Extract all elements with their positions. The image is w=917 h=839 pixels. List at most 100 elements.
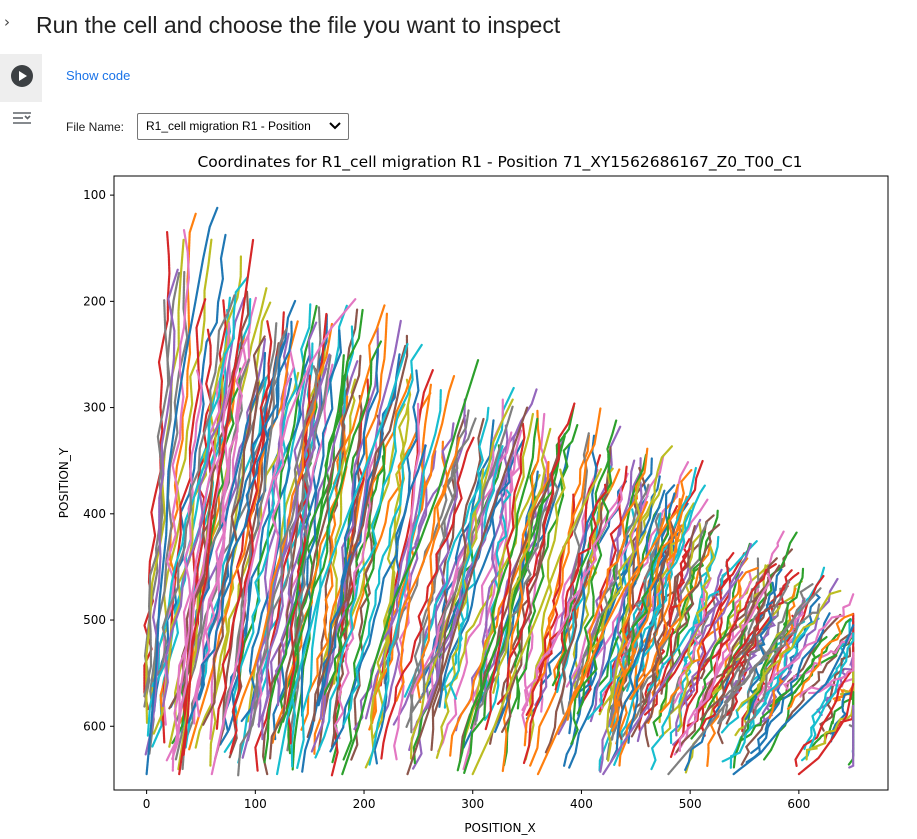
track-line — [673, 576, 712, 704]
track-line — [525, 483, 608, 716]
track-line — [317, 348, 379, 707]
track-line — [380, 436, 475, 760]
track-line — [152, 294, 236, 682]
track-line — [744, 581, 777, 721]
track-line — [171, 369, 203, 772]
track-line — [819, 641, 852, 732]
track-line — [529, 468, 621, 767]
track-line — [333, 440, 378, 740]
track-line — [660, 523, 721, 695]
track-line — [143, 271, 181, 698]
track-line — [314, 343, 423, 759]
x-axis-label: POSITION_X — [464, 821, 535, 835]
y-tick-label: 100 — [83, 188, 106, 202]
track-line — [763, 636, 828, 761]
track-line — [669, 552, 735, 758]
track-line — [151, 238, 213, 707]
chevron-right-icon[interactable]: › — [4, 13, 10, 31]
track-line — [285, 374, 312, 745]
track-line — [276, 342, 409, 776]
y-tick-label: 400 — [83, 507, 106, 521]
track-line — [805, 666, 855, 761]
track-line — [568, 489, 666, 769]
track-line — [589, 459, 636, 723]
y-tick-label: 200 — [83, 294, 106, 308]
track-line — [448, 406, 490, 700]
track-line — [736, 589, 842, 712]
x-axis: 0 100 200 300 400 500 600 — [143, 790, 810, 811]
track-line — [161, 297, 246, 708]
show-code-link[interactable]: Show code — [66, 68, 131, 83]
track-line — [449, 460, 550, 757]
track-line — [409, 398, 514, 760]
track-line — [229, 320, 273, 755]
track-line — [296, 325, 355, 769]
track-line — [739, 618, 852, 742]
y-tick-label: 500 — [83, 613, 106, 627]
selected-file-value: R1_cell migration R1 - Position — [146, 119, 311, 133]
track-line — [383, 417, 477, 685]
track-line — [165, 348, 244, 762]
track-line — [675, 542, 752, 737]
y-axis: 100 200 300 400 500 600 — [83, 188, 114, 733]
output-toggle-icon[interactable] — [11, 110, 33, 130]
track-line — [647, 540, 758, 692]
track-line — [606, 479, 641, 762]
track-line — [496, 402, 576, 705]
track-line — [364, 444, 427, 720]
track-line — [471, 468, 603, 776]
track-line — [144, 268, 179, 756]
track-line — [274, 367, 328, 707]
track-line — [282, 340, 382, 723]
track-line — [188, 320, 299, 751]
x-tick-label: 200 — [353, 797, 376, 811]
track-line — [741, 583, 814, 737]
track-line — [501, 409, 542, 773]
track-line — [484, 422, 526, 731]
track-line — [237, 371, 318, 777]
x-tick-label: 500 — [679, 797, 702, 811]
track-line — [677, 545, 716, 732]
tracks-layer — [143, 206, 855, 777]
track-line — [558, 483, 650, 728]
track-line — [616, 483, 679, 707]
track-line — [745, 593, 821, 764]
track-line — [463, 405, 575, 774]
play-circle-icon[interactable] — [11, 65, 33, 87]
track-line — [410, 405, 514, 734]
file-name-dropdown[interactable]: R1_cell migration R1 - Position — [137, 113, 349, 140]
track-line — [319, 326, 380, 720]
track-line — [609, 501, 649, 728]
track-line — [406, 406, 529, 776]
track-line — [786, 613, 854, 710]
track-line — [272, 329, 343, 741]
track-line — [148, 270, 189, 755]
track-line — [195, 331, 251, 718]
track-line — [801, 632, 855, 762]
track-line — [341, 358, 480, 776]
track-line — [409, 467, 457, 711]
track-line — [210, 298, 357, 776]
cell-title: Run the cell and choose the file you wan… — [36, 12, 561, 38]
track-line — [602, 571, 744, 776]
y-tick-label: 300 — [83, 401, 106, 415]
track-line — [647, 498, 682, 724]
track-line — [263, 308, 364, 764]
track-line — [178, 238, 255, 776]
track-line — [145, 206, 219, 776]
track-line — [368, 389, 442, 766]
track-line — [699, 595, 776, 721]
track-line — [690, 531, 798, 740]
track-line — [463, 412, 534, 739]
plot-frame — [113, 175, 889, 791]
track-line — [416, 440, 449, 704]
play-triangle — [19, 71, 27, 81]
y-tick-label: 600 — [83, 719, 106, 733]
track-line — [342, 448, 411, 726]
track-line — [373, 369, 420, 765]
chevron-down-icon — [328, 116, 342, 139]
track-line — [492, 427, 552, 694]
track-line — [198, 320, 293, 701]
track-line — [536, 523, 668, 776]
